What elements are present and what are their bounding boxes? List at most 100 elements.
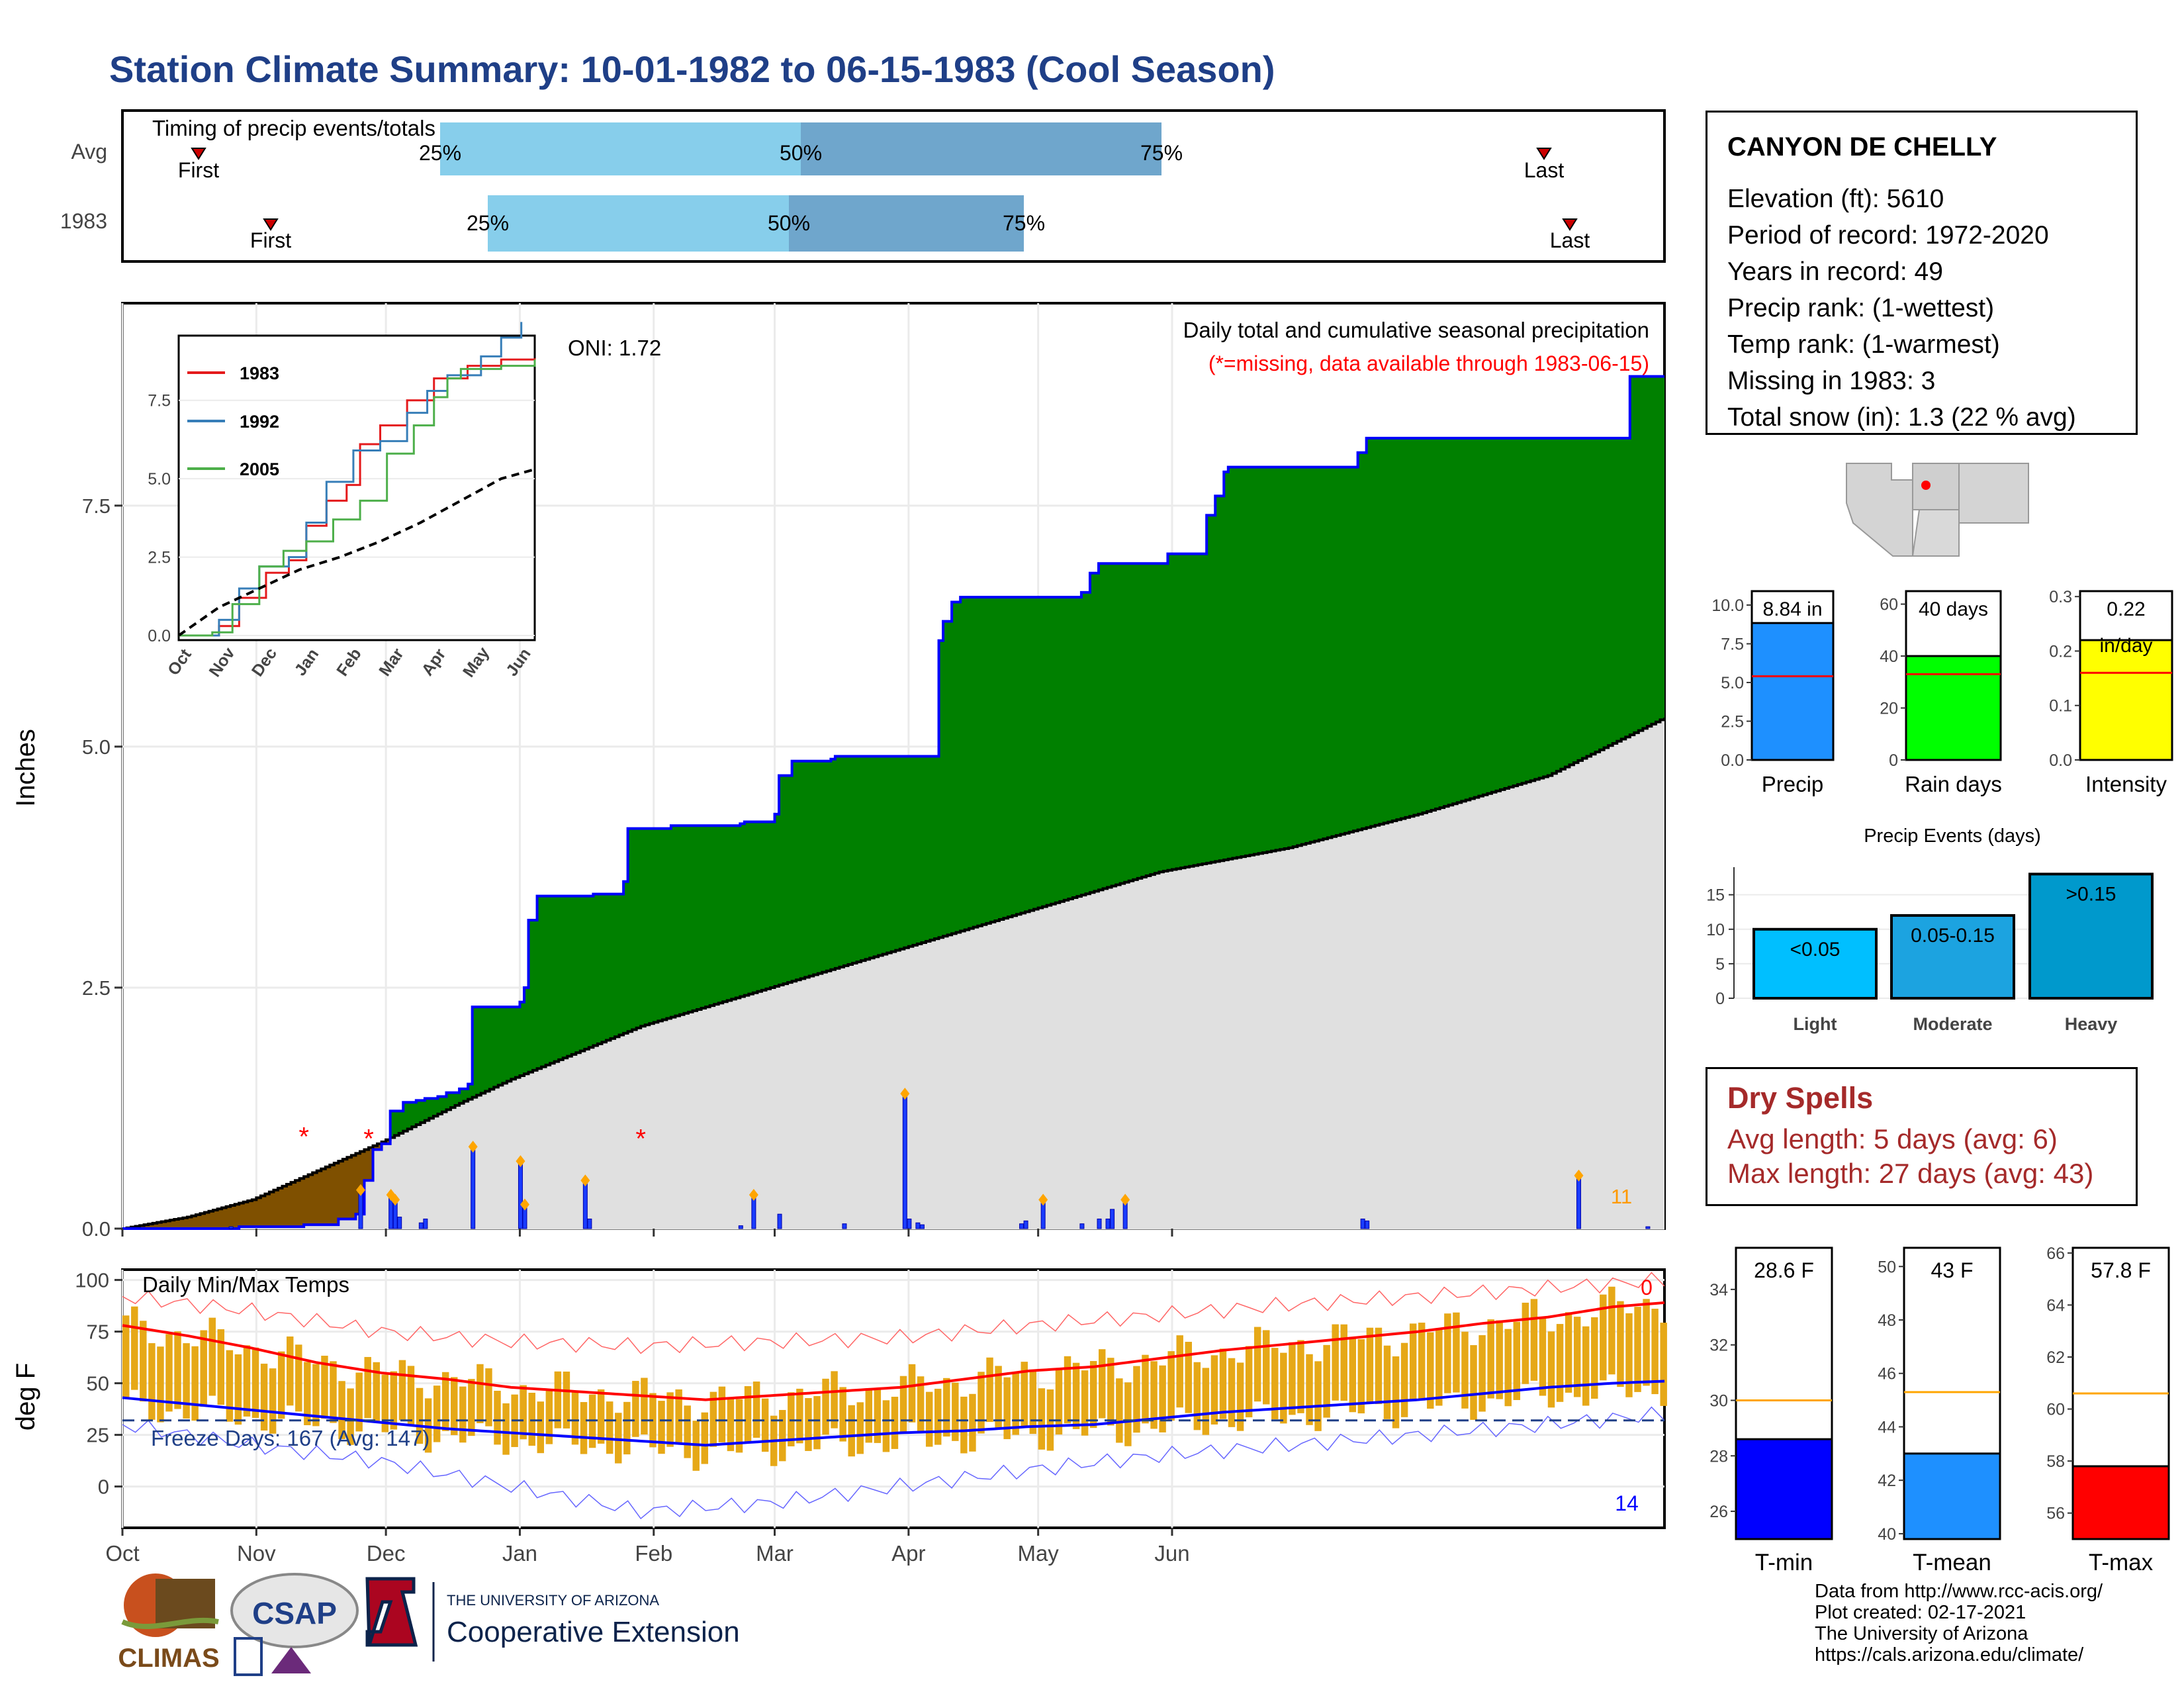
- daily-precip-bar: [842, 1223, 847, 1229]
- timing-panel: Timing of precip events/totals Avg 1983 …: [60, 109, 1666, 263]
- event-name-0: Light: [1794, 1014, 1837, 1034]
- inset-line-2005: [179, 359, 536, 637]
- timing-avg-label: Avg: [71, 140, 107, 164]
- temp-range-bar: [701, 1412, 709, 1464]
- precip-ytick-label: 7.5: [82, 494, 111, 518]
- credit-data-source: Data from http://www.rcc-acis.org/: [1815, 1581, 2103, 1602]
- map-south-region: [1911, 509, 1960, 557]
- event-name-1: Moderate: [1913, 1014, 1992, 1034]
- summary-ytick-label: 20: [1880, 700, 1898, 718]
- daily-precip-bar: [471, 1146, 476, 1229]
- station-precip-rank: Precip rank: (1-wettest): [1727, 294, 1995, 322]
- temp-summary-ytick-label: 48: [1878, 1311, 1896, 1330]
- temp-range-bar: [312, 1364, 320, 1427]
- daily-precip-bar: [902, 1093, 907, 1229]
- temp-summary-ytick-label: 62: [2046, 1348, 2065, 1367]
- daily-precip-bar: [915, 1222, 921, 1229]
- daily-precip-bar: [907, 1218, 912, 1229]
- temp-range-bar: [1107, 1358, 1115, 1426]
- last-1983-marker: [1562, 218, 1578, 231]
- summary-ytick-label: 0.3: [2049, 588, 2072, 606]
- daily-precip-bar: [1019, 1223, 1024, 1229]
- missing-markers: * * *: [298, 1122, 646, 1153]
- daily-precip-bar: [1645, 1226, 1651, 1229]
- event-bar-label-2: >0.15: [2066, 883, 2116, 905]
- summary-name-2: Intensity: [2085, 772, 2167, 796]
- temp-range-bar: [330, 1361, 337, 1423]
- temp-range-bar: [1427, 1332, 1434, 1409]
- temp-range-bar: [822, 1378, 829, 1435]
- temp-range-bar: [165, 1334, 173, 1412]
- timing-1983-q25-q50: [488, 195, 789, 252]
- temp-range-bar: [1479, 1335, 1486, 1412]
- temp-summary-bar-1: [1903, 1452, 2001, 1540]
- temp-range-bar: [615, 1413, 622, 1464]
- legend-1992-label: 1992: [240, 412, 279, 432]
- temp-range-bar: [1263, 1330, 1270, 1405]
- temp-range-bar: [1253, 1327, 1261, 1402]
- dry-spells-box: Dry Spells Avg length: 5 days (avg: 6) M…: [1706, 1067, 2138, 1206]
- temp-range-bar: [1573, 1317, 1581, 1397]
- temp-range-bar: [174, 1331, 181, 1409]
- temp-range-bar: [1167, 1351, 1175, 1421]
- temp-xtick-label: Jun: [1154, 1541, 1189, 1566]
- temp-range-bar: [398, 1360, 406, 1421]
- daily-precip-bar: [1576, 1175, 1581, 1229]
- daily-precip-bar: [518, 1160, 523, 1229]
- temp-summary-ytick-label: 50: [1878, 1258, 1896, 1276]
- event-bar-1: [1890, 914, 2015, 1000]
- temp-range-bar: [304, 1362, 311, 1425]
- temp-range-bar: [494, 1390, 501, 1445]
- temp-xtick-label: Dec: [367, 1541, 406, 1566]
- daily-precip-bar: [397, 1217, 402, 1229]
- events-ytick-label: 0: [1715, 990, 1725, 1008]
- temp-range-bar: [485, 1368, 492, 1427]
- credits: Data from http://www.rcc-acis.org/ Plot …: [1815, 1581, 2103, 1665]
- temp-bottom-count: 14: [1615, 1491, 1639, 1515]
- temp-range-bar: [1159, 1365, 1166, 1432]
- temp-summary-value-0: 28.6 F: [1754, 1258, 1814, 1282]
- missing-marker: *: [298, 1122, 309, 1151]
- summary-ytick-label: 10.0: [1711, 596, 1744, 615]
- temp-range-bar: [537, 1401, 544, 1454]
- temp-range-bar: [131, 1306, 138, 1390]
- csap-logo-gauge: [234, 1637, 263, 1676]
- temp-summary-ytick-label: 30: [1709, 1391, 1728, 1410]
- temp-range-bar: [831, 1371, 838, 1429]
- summary-value-sub-2: in/day: [2099, 635, 2152, 657]
- daily-precip-bar: [919, 1224, 925, 1229]
- avg-q75-label: 75%: [1140, 141, 1183, 165]
- station-elevation: Elevation (ft): 5610: [1727, 185, 1944, 213]
- temp-ylabel: deg F: [11, 1363, 40, 1430]
- temp-range-bar: [1600, 1294, 1607, 1381]
- temp-range-bar: [1003, 1377, 1011, 1440]
- inset-legend: 1983 1992 2005: [187, 363, 279, 479]
- temp-range-bar: [1306, 1354, 1313, 1425]
- temp-summary-value-2: 57.8 F: [2091, 1258, 2151, 1282]
- temp-range-bar: [1142, 1354, 1149, 1424]
- temp-range-bar: [1029, 1370, 1037, 1434]
- last-1983-label: Last: [1550, 228, 1590, 252]
- precip-legend-title: Daily total and cumulative seasonal prec…: [1183, 318, 1649, 342]
- temp-range-bar: [899, 1376, 907, 1432]
- ua-logo-small-text: THE UNIVERSITY OF ARIZONA: [447, 1592, 659, 1609]
- avg-last-label: Last: [1524, 158, 1565, 182]
- temp-range-bar: [874, 1389, 882, 1443]
- daily-precip-bar: [1365, 1220, 1370, 1229]
- station-location-dot: [1921, 481, 1931, 490]
- temp-range-bar: [1539, 1317, 1547, 1396]
- daily-precip-bars: [228, 1088, 1651, 1229]
- temp-range-bar: [122, 1315, 130, 1398]
- temp-range-bar: [433, 1385, 441, 1442]
- below-normal-area: [126, 1139, 390, 1229]
- avg-first-label: First: [178, 158, 219, 182]
- temp-range-bar: [925, 1391, 933, 1447]
- station-missing: Missing in 1983: 3: [1727, 367, 1936, 395]
- event-bar-0: [1752, 927, 1878, 1000]
- temp-range-bar: [234, 1354, 242, 1425]
- temp-range-bar: [1185, 1342, 1192, 1413]
- timing-1983-q50-q75: [789, 195, 1024, 252]
- temp-range-bar: [226, 1350, 234, 1422]
- temp-range-bar: [969, 1393, 976, 1452]
- temp-range-bar: [1487, 1319, 1494, 1399]
